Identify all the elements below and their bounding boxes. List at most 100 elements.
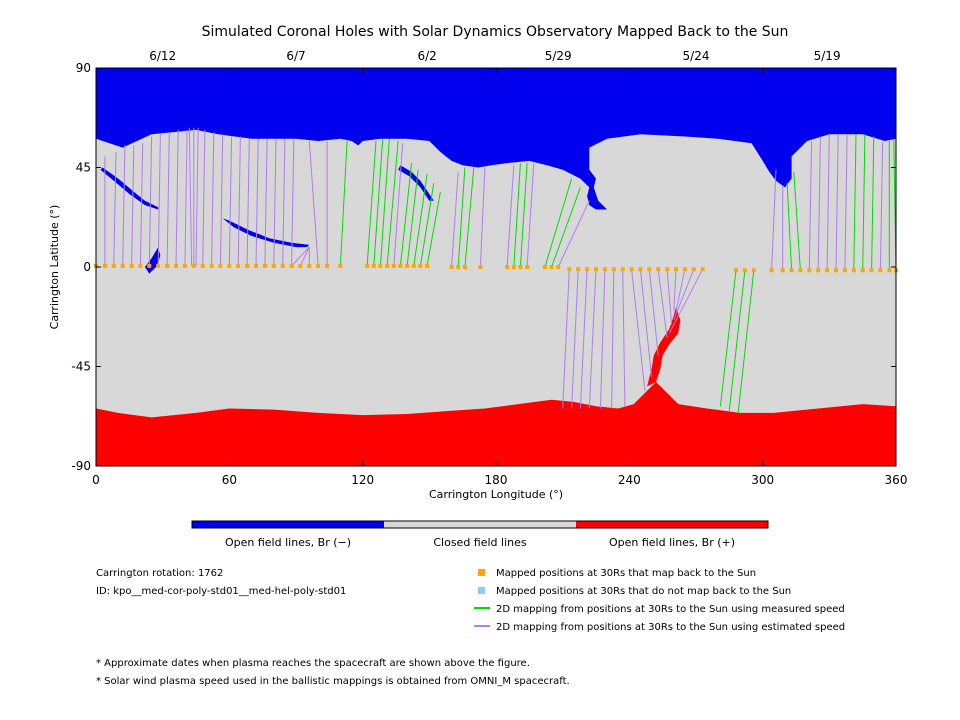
mapped-position-45: [525, 265, 530, 269]
mapped-position-58: [647, 267, 652, 272]
mapping-line-measured-43: [464, 167, 475, 268]
mapped-position-55: [620, 267, 625, 272]
mapped-position-77: [851, 268, 856, 273]
legend-estimated-label: 2D mapping from positions at 30Rs to the…: [496, 622, 845, 633]
mapping-line-estimated-5: [139, 143, 144, 266]
mapped-position-63: [691, 267, 696, 272]
mapped-position-74: [825, 268, 830, 273]
mapped-position-75: [834, 268, 838, 273]
mapping-line-estimated-77: [826, 134, 830, 271]
mapped-position-3: [120, 263, 125, 268]
axes: 0 60 120 180 240 300 360 90 45 0 -45 -90 6/12 6/7 6/2 5…: [71, 49, 907, 487]
legend-unmapped-label: Mapped positions at 30Rs that do not map…: [496, 586, 791, 597]
note-dates: * Approximate dates when plasma reaches …: [96, 658, 530, 669]
model-id-text: ID: kpo__med-cor-poly-std01__med-hel-pol…: [96, 586, 346, 597]
mapped-position-13: [209, 263, 214, 268]
colorbar-closed-segment: [384, 521, 576, 528]
mapped-position-10: [182, 263, 187, 268]
mapped-position-1: [102, 263, 107, 268]
mapped-position-14: [218, 263, 223, 268]
mapped-position-40: [462, 265, 467, 269]
mapping-line-estimated-8: [166, 132, 170, 266]
mapping-line-estimated-64: [673, 269, 677, 312]
mapping-line-estimated-6: [148, 136, 153, 266]
carrington-rotation-text: Carrington rotation: 1762: [96, 568, 223, 579]
mapped-position-48: [556, 265, 561, 269]
mapped-position-29: [371, 263, 376, 268]
mapped-position-52: [594, 267, 598, 272]
mapping-line-estimated-65: [675, 269, 686, 312]
mapping-line-estimated-23: [282, 138, 286, 266]
mapped-position-33: [398, 263, 403, 268]
negative-hole-fragment-0: [100, 167, 159, 210]
mapping-line-estimated-44: [479, 167, 486, 268]
mapping-line-estimated-83: [879, 140, 884, 271]
mapping-line-measured-68: [719, 270, 737, 407]
mapped-position-32: [391, 263, 396, 268]
mapped-position-70: [789, 268, 794, 273]
mapping-line-measured-46: [513, 163, 521, 268]
mapped-position-50: [576, 267, 581, 272]
mapped-position-4: [129, 263, 134, 268]
mapping-line-estimated-14: [202, 129, 206, 266]
mapping-line-estimated-19: [246, 138, 250, 266]
mapping-line-measured-30: [339, 140, 348, 266]
x-tick-label: 60: [222, 473, 237, 487]
mapping-line-estimated-54: [579, 269, 588, 409]
mapping-line-estimated-75: [808, 140, 813, 271]
positive-hole-extension: [647, 306, 681, 387]
mapping-line-measured-80: [853, 134, 857, 271]
colorbar: Open field lines, Br (−) Closed field li…: [191, 520, 769, 549]
legend: Mapped positions at 30Rs that map back t…: [474, 568, 845, 633]
mapped-position-17: [245, 263, 250, 268]
mapping-line-estimated-3: [122, 145, 126, 266]
colorbar-label-closed: Closed field lines: [433, 536, 527, 549]
mapping-line-estimated-60: [639, 269, 653, 378]
mapped-position-37: [425, 263, 430, 268]
top-date-label: 5/24: [683, 49, 710, 63]
mapping-line-measured-70: [737, 270, 755, 413]
mapped-position-41: [478, 265, 483, 269]
mapping-line-estimated-35: [393, 143, 404, 266]
mapped-position-67: [751, 268, 756, 273]
mapped-position-46: [542, 265, 547, 269]
mapped-position-18: [254, 263, 258, 268]
mapped-position-57: [638, 267, 643, 272]
mapping-line-measured-42: [457, 167, 466, 268]
mapping-line-estimated-22: [273, 138, 277, 266]
mapping-line-estimated-52: [562, 269, 570, 409]
mapping-line-estimated-79: [844, 134, 848, 271]
mapping-line-measured-81: [862, 134, 866, 271]
mapped-position-35: [411, 263, 416, 268]
top-date-label: 6/12: [149, 49, 176, 63]
mapping-line-estimated-62: [657, 269, 668, 338]
mapped-position-30: [378, 263, 383, 268]
mapped-position-24: [307, 263, 312, 268]
plot-area: [94, 68, 898, 466]
x-tick-label: 0: [92, 473, 100, 487]
legend-mapped-label: Mapped positions at 30Rs that map back t…: [496, 568, 756, 579]
colorbar-positive-segment: [576, 521, 768, 528]
mapped-position-31: [385, 263, 390, 268]
mapping-line-estimated-13: [195, 127, 199, 266]
mapping-line-estimated-59: [631, 269, 646, 391]
mapping-line-estimated-4: [131, 145, 135, 266]
mapped-position-7: [156, 263, 161, 268]
mapped-position-21: [280, 263, 285, 268]
mapped-position-81: [887, 268, 892, 273]
mapped-position-26: [325, 263, 330, 268]
mapping-line-estimated-48: [526, 163, 535, 268]
mapped-position-66: [742, 268, 747, 273]
mapping-line-measured-36: [399, 163, 413, 266]
mapping-line-estimated-76: [817, 136, 821, 271]
mapping-line-estimated-41: [451, 171, 459, 268]
mapped-position-23: [298, 263, 303, 268]
mapped-position-78: [860, 268, 865, 273]
mapped-position-64: [700, 267, 705, 272]
mapped-position-72: [807, 268, 812, 273]
colorbar-label-positive: Open field lines, Br (+): [609, 536, 735, 549]
mapped-position-16: [236, 263, 241, 268]
mapping-line-measured-38: [413, 174, 428, 266]
mapping-line-estimated-67: [668, 268, 704, 334]
mapping-line-estimated-25: [291, 246, 310, 267]
